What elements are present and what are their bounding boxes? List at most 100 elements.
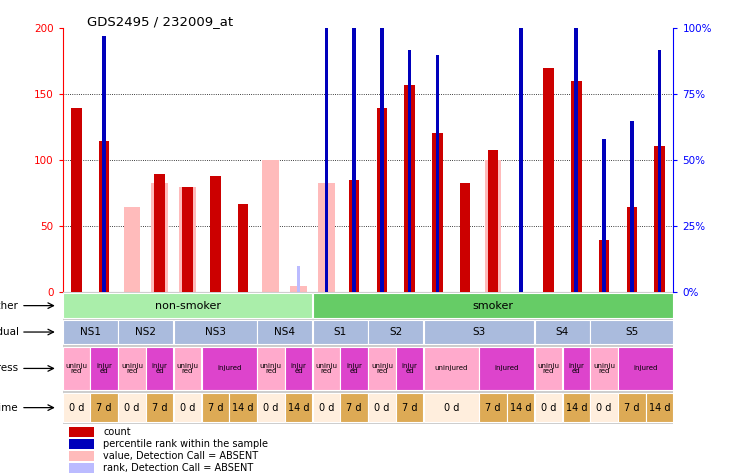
Text: count: count <box>104 427 131 438</box>
Bar <box>152 183 168 292</box>
Bar <box>507 393 534 422</box>
Bar <box>535 393 562 422</box>
Bar <box>599 240 609 292</box>
Text: 0 d: 0 d <box>180 402 195 413</box>
Text: uninju
red: uninju red <box>593 363 615 374</box>
Text: 0 d: 0 d <box>263 402 278 413</box>
Text: 0 d: 0 d <box>124 402 140 413</box>
Bar <box>424 320 534 344</box>
Bar <box>424 393 479 422</box>
Bar <box>460 183 470 292</box>
Text: uninju
red: uninju red <box>315 363 337 374</box>
Bar <box>102 36 106 292</box>
Bar <box>257 393 285 422</box>
Bar <box>353 60 356 292</box>
Bar <box>313 393 340 422</box>
Text: 7 d: 7 d <box>485 402 500 413</box>
Bar <box>313 347 340 390</box>
Bar <box>285 393 312 422</box>
Text: injured: injured <box>634 365 658 372</box>
Bar <box>71 108 82 292</box>
Bar <box>590 393 618 422</box>
Bar <box>118 347 146 390</box>
Bar <box>658 50 662 292</box>
Text: uninju
red: uninju red <box>177 363 199 374</box>
Bar <box>313 293 673 318</box>
Bar <box>313 320 368 344</box>
Text: 7 d: 7 d <box>96 402 112 413</box>
Bar <box>630 121 634 292</box>
Text: 14 d: 14 d <box>510 402 531 413</box>
Text: value, Detection Call = ABSENT: value, Detection Call = ABSENT <box>104 451 258 461</box>
Bar <box>318 183 335 292</box>
Bar <box>238 204 248 292</box>
Bar <box>618 347 673 390</box>
Text: individual: individual <box>0 327 18 337</box>
Bar <box>618 393 645 422</box>
Text: NS1: NS1 <box>79 327 101 337</box>
Text: injured: injured <box>217 365 241 372</box>
Bar <box>99 141 110 292</box>
Bar <box>590 320 673 344</box>
Bar <box>380 28 383 292</box>
Bar <box>118 320 174 344</box>
Bar <box>179 187 196 292</box>
Bar <box>575 20 578 292</box>
Bar <box>479 347 534 390</box>
Bar <box>404 85 415 292</box>
Text: 14 d: 14 d <box>233 402 254 413</box>
Bar <box>654 146 665 292</box>
Text: 0 d: 0 d <box>319 402 334 413</box>
Bar <box>297 266 300 292</box>
Text: S1: S1 <box>333 327 347 337</box>
Bar <box>68 439 94 449</box>
Text: 0 d: 0 d <box>444 402 459 413</box>
Text: rank, Detection Call = ABSENT: rank, Detection Call = ABSENT <box>104 463 254 473</box>
Bar <box>396 393 423 422</box>
Text: stress: stress <box>0 364 18 374</box>
Bar <box>368 320 423 344</box>
Bar <box>602 139 606 292</box>
Bar <box>118 393 146 422</box>
Text: 7 d: 7 d <box>402 402 417 413</box>
Bar <box>63 320 118 344</box>
Bar <box>257 320 312 344</box>
Bar <box>68 451 94 461</box>
Text: S4: S4 <box>556 327 569 337</box>
Bar <box>479 393 506 422</box>
Bar <box>571 81 581 292</box>
Bar <box>68 428 94 437</box>
Bar <box>155 173 165 292</box>
Text: 7 d: 7 d <box>208 402 223 413</box>
Bar <box>202 347 257 390</box>
Text: injur
ed: injur ed <box>152 363 168 374</box>
Bar <box>63 293 312 318</box>
Text: non-smoker: non-smoker <box>155 301 221 310</box>
Text: injur
ed: injur ed <box>346 363 362 374</box>
Bar <box>340 347 368 390</box>
Text: S3: S3 <box>473 327 486 337</box>
Text: S2: S2 <box>389 327 403 337</box>
Bar <box>562 393 590 422</box>
Bar <box>91 393 118 422</box>
Text: uninju
red: uninju red <box>260 363 282 374</box>
Text: NS3: NS3 <box>205 327 226 337</box>
Bar <box>562 347 590 390</box>
Text: injur
ed: injur ed <box>568 363 584 374</box>
Bar <box>626 207 637 292</box>
Bar <box>377 108 387 292</box>
Bar <box>174 347 201 390</box>
Bar <box>535 347 562 390</box>
Bar <box>230 393 257 422</box>
Bar <box>263 160 279 292</box>
Bar <box>340 393 368 422</box>
Bar <box>202 393 229 422</box>
Text: uninju
red: uninju red <box>371 363 393 374</box>
Bar <box>146 347 174 390</box>
Text: 14 d: 14 d <box>288 402 309 413</box>
Bar <box>396 347 423 390</box>
Text: injur
ed: injur ed <box>402 363 417 374</box>
Text: 0 d: 0 d <box>541 402 556 413</box>
Bar <box>290 286 307 292</box>
Text: other: other <box>0 301 18 310</box>
